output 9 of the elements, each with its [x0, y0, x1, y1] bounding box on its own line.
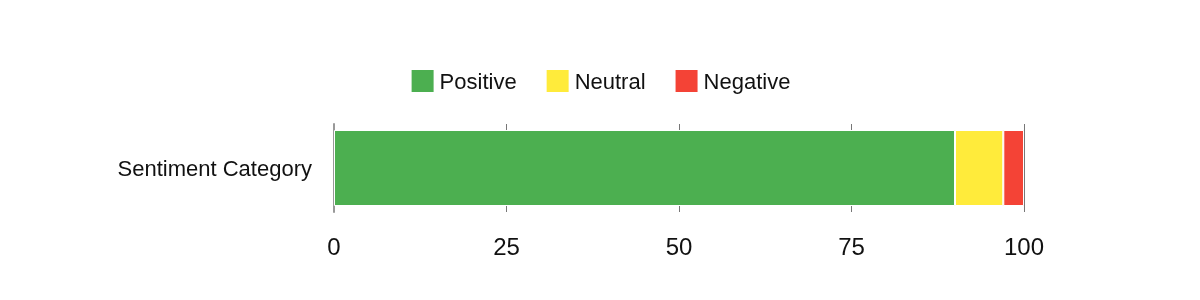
x-tick-label: 0: [327, 232, 341, 260]
x-tick-label: 75: [838, 232, 865, 260]
x-tick-label: 25: [493, 232, 520, 260]
y-tick-label: Sentiment Category: [117, 155, 312, 181]
legend-label: Neutral: [574, 68, 646, 94]
legend-label: Negative: [703, 68, 791, 94]
x-tick-label: 50: [665, 232, 693, 260]
legend-label: Positive: [439, 68, 517, 94]
x-tick-label: 100: [1003, 232, 1045, 260]
